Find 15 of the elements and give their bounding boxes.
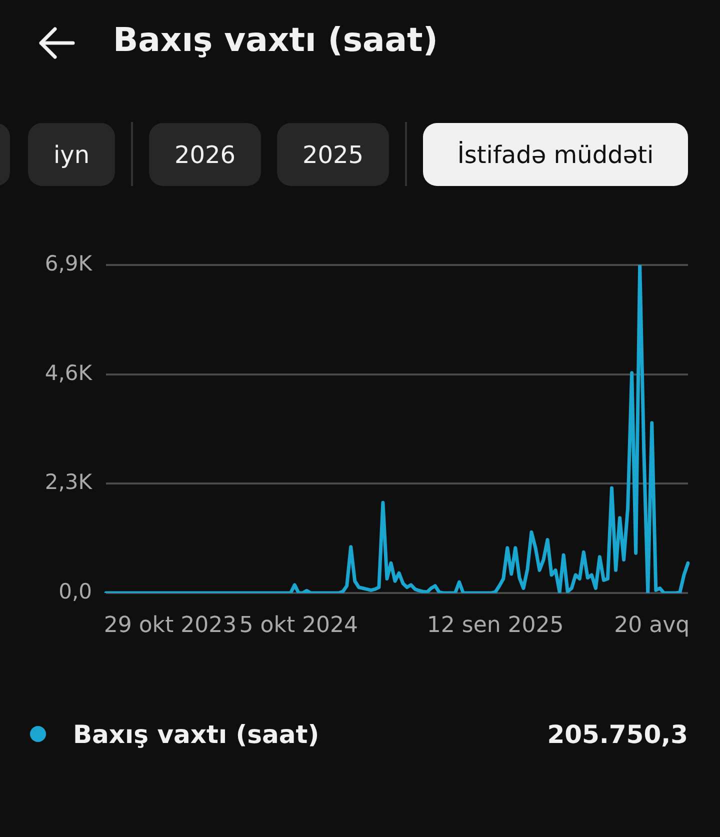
x-tick-label: 12 sen 2025 [426,612,564,638]
text: iyn [28,123,115,186]
text: 2026 [149,123,261,186]
x-tick-label: 29 okt 2023 [104,612,237,638]
x-tick-label: 20 avq [614,612,690,638]
text: 2025 [277,123,389,186]
legend-label: Baxış vaxtı (saat) [73,720,320,748]
text: İstifadə müddəti [423,123,688,186]
x-tick-label: 5 okt 2024 [239,612,358,638]
text: 205.750,3 [547,720,688,748]
y-tick-label: 6,9K [44,251,94,276]
y-tick-label: 2,3K [44,470,94,494]
chart-title: Baxış vaxtı (saat) [113,20,438,59]
y-tick-label: 4,6K [44,360,94,385]
y-tick-label: 0,0 [58,579,92,604]
